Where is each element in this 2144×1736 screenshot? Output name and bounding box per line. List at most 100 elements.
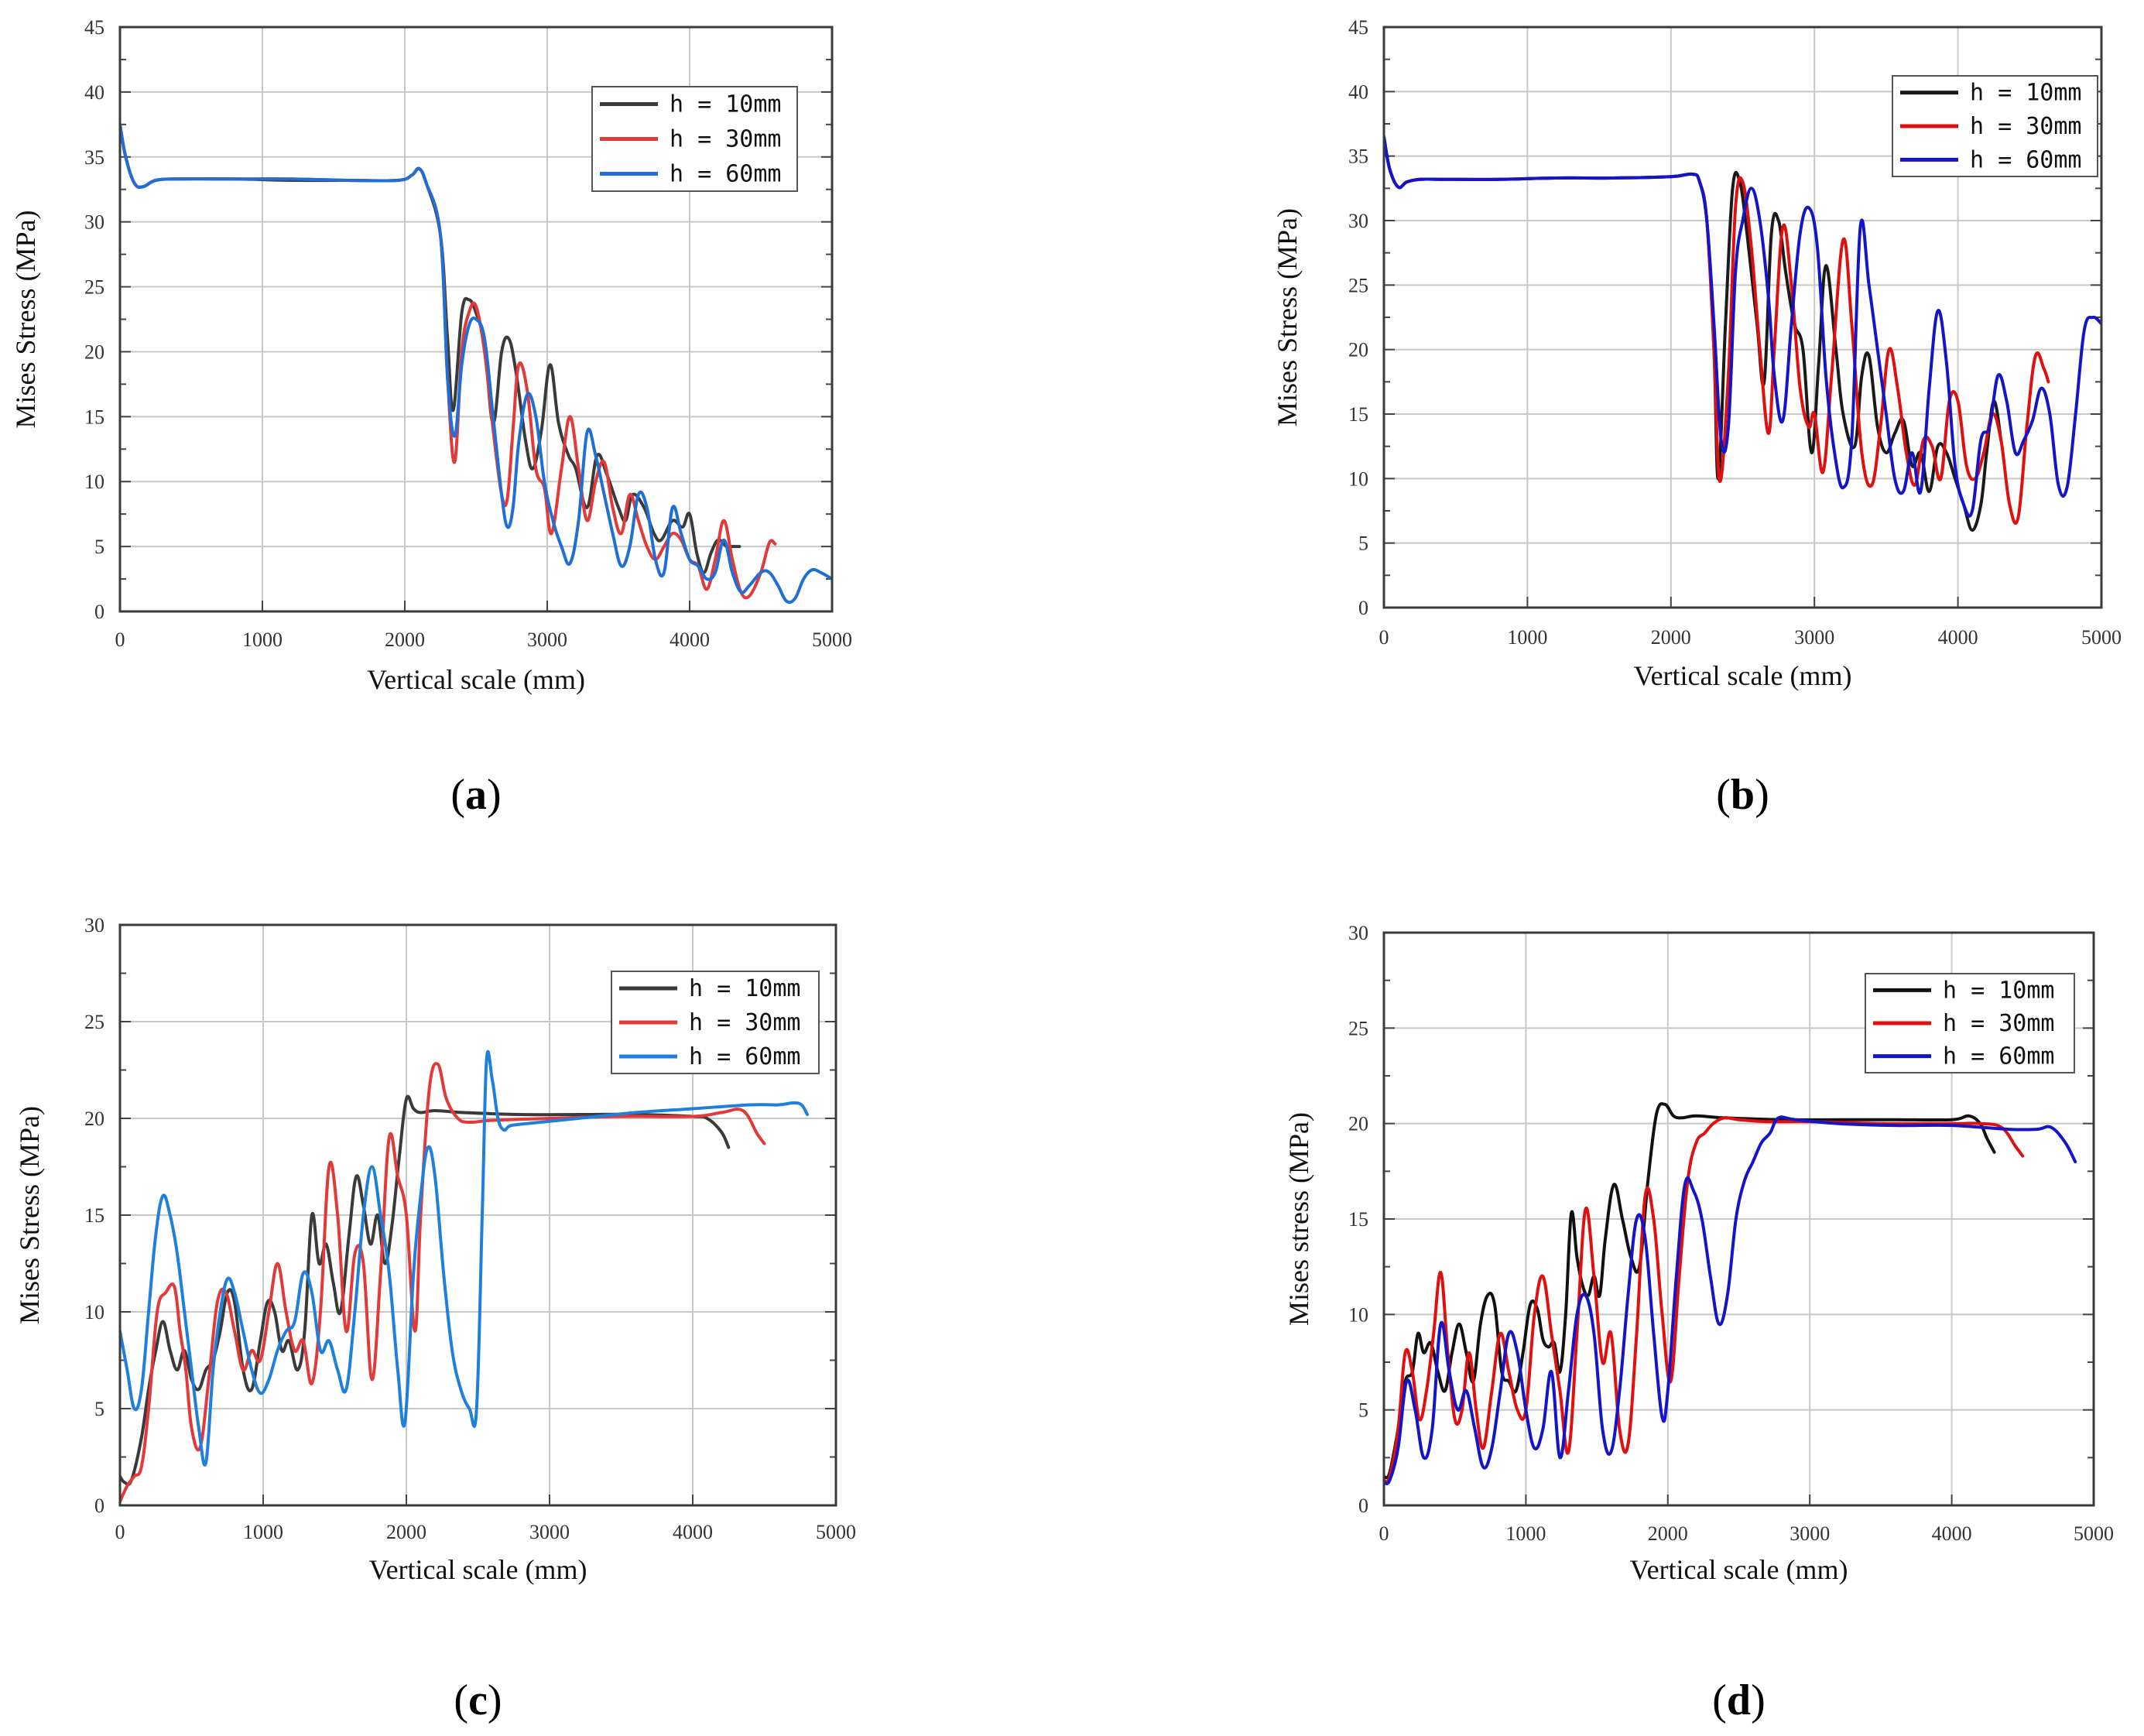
legend-label-3: h = 60mm xyxy=(689,1043,801,1070)
x-axis-title: Vertical scale (mm) xyxy=(367,664,585,695)
chart-panel-d: 0 1000 2000 3000 4000 5000 0 5 10 15 20 25 30 Vertica… xyxy=(1283,922,2114,1724)
legend-label-1: h = 10mm xyxy=(689,975,801,1002)
y-tick-label: 15 xyxy=(84,1204,104,1227)
x-tick-label: 0 xyxy=(115,628,125,651)
y-tick-label: 35 xyxy=(1348,146,1368,168)
y-tick-label: 45 xyxy=(84,16,104,39)
x-axis-title: Vertical scale (mm) xyxy=(369,1554,587,1585)
legend-label-1: h = 10mm xyxy=(670,91,782,118)
series-line-3 xyxy=(120,1049,809,1467)
y-tick-label: 30 xyxy=(1348,210,1368,232)
y-tick-label: 5 xyxy=(1358,532,1368,555)
x-tick-label: 1000 xyxy=(1505,1522,1546,1545)
y-tick-label: 15 xyxy=(1348,403,1368,426)
y-axis-title: Mises stress (MPa) xyxy=(1283,1112,1314,1326)
chart-panel-a: 0 1000 2000 3000 4000 5000 0 5 10 15 20 25 30 35 40 45 V… xyxy=(10,16,852,819)
x-tick-label: 2000 xyxy=(386,1521,426,1543)
panel-label: (c) xyxy=(454,1676,502,1724)
y-tick-label: 0 xyxy=(94,601,104,623)
panel-label-open-paren: ( xyxy=(1716,771,1731,819)
x-tick-label: 4000 xyxy=(673,1521,713,1543)
y-tick-label: 20 xyxy=(1348,339,1368,361)
panel-label-open-paren: ( xyxy=(1712,1676,1727,1724)
y-tick-label: 20 xyxy=(84,341,104,363)
plot-frame xyxy=(118,923,837,1507)
panel-label-close-paren: ) xyxy=(488,1676,502,1724)
x-tick-label: 3000 xyxy=(527,628,567,651)
x-axis-title: Vertical scale (mm) xyxy=(1630,1554,1848,1585)
panel-label-letter: a xyxy=(465,771,487,819)
legend-label-3: h = 60mm xyxy=(1943,1043,2055,1070)
y-tick-label: 10 xyxy=(84,471,104,493)
plot-frame xyxy=(1382,931,2095,1507)
y-tick-label: 15 xyxy=(1348,1208,1368,1231)
x-tick-label: 2000 xyxy=(1651,626,1691,649)
y-tick-label: 25 xyxy=(1348,1017,1368,1039)
series-line-3 xyxy=(1384,135,2101,518)
y-tick-label: 40 xyxy=(84,81,104,104)
y-tick-label: 5 xyxy=(94,1398,104,1420)
y-tick-label: 30 xyxy=(84,914,104,936)
y-tick-label: 0 xyxy=(1358,1495,1368,1517)
x-tick-label: 1000 xyxy=(242,628,283,651)
plot-frame xyxy=(1382,26,2103,609)
y-tick-label: 25 xyxy=(84,276,104,299)
y-tick-label: 30 xyxy=(84,211,104,234)
y-tick-label: 5 xyxy=(1358,1399,1368,1422)
x-tick-label: 5000 xyxy=(816,1521,856,1543)
legend: h = 10mm h = 30mm h = 60mm xyxy=(1865,973,2075,1073)
legend: h = 10mm h = 30mm h = 60mm xyxy=(591,86,798,192)
x-tick-label: 2000 xyxy=(385,628,425,651)
x-tick-label: 0 xyxy=(1379,1522,1389,1545)
legend-label-2: h = 30mm xyxy=(670,126,782,153)
legend-label-2: h = 30mm xyxy=(689,1009,801,1036)
y-tick-label: 0 xyxy=(1358,597,1368,619)
panel-label-close-paren: ) xyxy=(487,771,502,819)
panel-label-close-paren: ) xyxy=(1751,1676,1766,1724)
legend-label-3: h = 60mm xyxy=(670,161,782,188)
panel-label: (b) xyxy=(1716,771,1769,819)
panel-label-letter: c xyxy=(468,1676,488,1724)
y-tick-label: 0 xyxy=(94,1495,104,1517)
panel-label-open-paren: ( xyxy=(450,771,465,819)
y-tick-label: 5 xyxy=(94,536,104,558)
legend-label-2: h = 30mm xyxy=(1970,113,2082,140)
x-tick-label: 0 xyxy=(115,1521,125,1543)
x-tick-label: 0 xyxy=(1379,626,1389,649)
chart-panel-c: 0 1000 2000 3000 4000 5000 0 5 10 15 20 25 30 Vertica… xyxy=(14,914,856,1724)
y-tick-label: 10 xyxy=(84,1301,104,1323)
panel-label: (d) xyxy=(1712,1676,1765,1724)
legend: h = 10mm h = 30mm h = 60mm xyxy=(1892,75,2098,177)
legend: h = 10mm h = 30mm h = 60mm xyxy=(611,971,820,1074)
y-tick-label: 15 xyxy=(84,406,104,428)
series-line-3 xyxy=(1384,1115,2077,1486)
x-tick-label: 4000 xyxy=(1932,1522,1972,1545)
x-tick-label: 5000 xyxy=(2081,626,2122,649)
y-tick-label: 45 xyxy=(1348,16,1368,39)
plot-frame xyxy=(118,26,834,613)
y-tick-label: 40 xyxy=(1348,80,1368,103)
legend-label-3: h = 60mm xyxy=(1970,146,2082,173)
x-tick-label: 5000 xyxy=(2074,1522,2114,1545)
series-line-1 xyxy=(1384,1102,1996,1480)
y-tick-label: 25 xyxy=(84,1011,104,1033)
x-tick-label: 3000 xyxy=(529,1521,570,1543)
legend-label-2: h = 30mm xyxy=(1943,1010,2055,1037)
chart-panel-b: 0 1000 2000 3000 4000 5000 0 5 10 15 20 25 30 35 40 45 V… xyxy=(1272,16,2122,819)
x-tick-label: 5000 xyxy=(812,628,852,651)
y-tick-label: 30 xyxy=(1348,922,1368,944)
x-tick-label: 4000 xyxy=(670,628,710,651)
x-tick-label: 1000 xyxy=(243,1521,283,1543)
x-axis-title: Vertical scale (mm) xyxy=(1634,660,1852,691)
y-axis-title: Mises Stress (MPa) xyxy=(1272,208,1303,426)
panel-label-letter: d xyxy=(1727,1676,1751,1724)
y-axis-title: Mises Stress (MPa) xyxy=(14,1106,45,1324)
panel-label: (a) xyxy=(450,771,501,819)
x-tick-label: 3000 xyxy=(1790,1522,1830,1545)
y-tick-label: 35 xyxy=(84,146,104,169)
legend-label-1: h = 10mm xyxy=(1970,80,2082,107)
y-tick-label: 20 xyxy=(84,1108,104,1130)
legend-label-1: h = 10mm xyxy=(1943,977,2055,1004)
y-axis-title: Mises Stress (MPa) xyxy=(10,210,41,428)
series-line-3 xyxy=(120,122,832,604)
